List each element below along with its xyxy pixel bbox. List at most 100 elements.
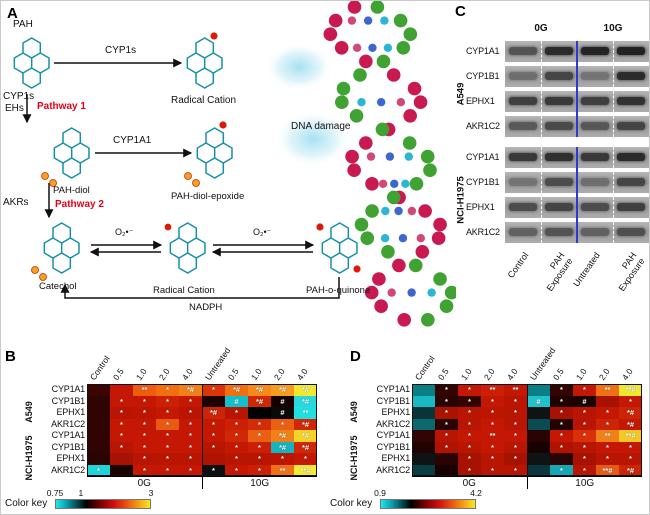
nadph-label: NADPH — [189, 302, 223, 313]
heatmap-gene-label: CYP1A1 — [51, 430, 86, 440]
blot-gene-label: EPHX1 — [466, 202, 495, 212]
superoxide-right-label: O₂•⁻ — [253, 227, 272, 237]
heatmap-cell: # — [225, 395, 248, 407]
heatmap-cell: * — [619, 441, 642, 453]
heatmap-column-label: 4.0 — [179, 366, 195, 382]
heatmap-column-label: 4.0 — [294, 366, 310, 382]
protein-band — [509, 178, 537, 186]
heatmap-cell: * — [225, 441, 248, 453]
blot-gene-label: CYP1A1 — [466, 46, 500, 56]
heatmap-cell — [87, 430, 110, 442]
color-key-ticks: 0.75 1 3 — [47, 488, 154, 498]
heatmap-cell: *# — [619, 464, 642, 476]
gravity-group-label: 10G — [201, 477, 318, 489]
heatmap-gene-label: AKR1C2 — [376, 464, 410, 475]
heatmap-cell: * — [619, 395, 642, 407]
cyp1s-left-label: CYP1s — [3, 91, 35, 102]
heatmap-cell: * — [504, 441, 527, 453]
heatmap-cell: * — [504, 395, 527, 407]
lane-separator-dashed — [541, 66, 542, 87]
protein-band — [581, 97, 609, 105]
heatmap-cell: * — [225, 464, 248, 476]
heatmap-cell: * — [225, 418, 248, 430]
heatmap-cell: * — [435, 418, 458, 430]
lane-label: PAH Exposure — [544, 250, 575, 293]
heatmap-cell: * — [110, 430, 133, 442]
panel-b-heatmap: B Color key 0.75 1 3 Control 0.5 1.0 2.0 4.0 Un… — [1, 336, 326, 514]
color-key-tick: 3 — [148, 488, 154, 498]
blot-gene-label: AKR1C2 — [466, 227, 500, 237]
heatmap-column-label: 0.5 — [225, 366, 241, 382]
heatmap-cell: ** — [481, 430, 504, 442]
lane-separator-dashed — [541, 116, 542, 137]
color-key-tick: 0.9 — [374, 488, 386, 498]
dna-damage-label: DNA damage — [291, 121, 351, 132]
heatmap-cell: * — [619, 453, 642, 465]
heatmap-cell: * — [550, 464, 573, 476]
heatmap-cell: * — [133, 441, 156, 453]
heatmap-cell: * — [133, 418, 156, 430]
heatmap-cell: * — [225, 407, 248, 419]
protein-band — [545, 178, 573, 186]
color-key-d: Color key 0.9 4.2 — [330, 488, 550, 514]
heatmap-cell: **# — [619, 430, 642, 442]
heatmap-cell — [412, 441, 435, 453]
heatmap-cell — [248, 407, 271, 419]
hydroxyl-dot — [49, 179, 57, 187]
protein-band — [545, 72, 573, 80]
protein-band — [617, 97, 645, 105]
lane-separator-dashed — [613, 222, 614, 243]
heatmap-cell: * — [458, 441, 481, 453]
heatmap-group-divider — [527, 384, 528, 476]
heatmap-cell: * — [110, 418, 133, 430]
heatmap-cell: ** — [481, 384, 504, 396]
heatmap-column-label: Control — [87, 353, 112, 382]
hydroxyl-dot — [39, 273, 47, 281]
heatmap-cell — [202, 453, 225, 465]
heatmap-cell: * — [458, 395, 481, 407]
protein-band — [509, 97, 537, 105]
heatmap-cell: * — [550, 430, 573, 442]
heatmap-cell — [87, 395, 110, 407]
heatmap-cell: * — [481, 453, 504, 465]
group-label-row: 0G 10G — [412, 476, 642, 489]
heatmap-cell — [596, 395, 619, 407]
protein-band — [617, 178, 645, 186]
heatmap-cell: * — [225, 453, 248, 465]
heatmap-cell — [550, 453, 573, 465]
heatmap-cell: *# — [619, 418, 642, 430]
heatmap-cell: * — [550, 418, 573, 430]
protein-band — [545, 47, 573, 55]
heatmap-cell: * — [133, 407, 156, 419]
heatmap-cell: ** — [504, 384, 527, 396]
protein-band — [581, 153, 609, 161]
heatmap-column-label: 0.5 — [110, 366, 126, 382]
heatmap-gene-label: EPHX1 — [381, 407, 410, 417]
heatmap-cell — [527, 464, 550, 476]
panel-b-label: B — [5, 348, 16, 365]
protein-band — [581, 72, 609, 80]
functional-group-dots — [31, 32, 361, 281]
protein-band — [617, 203, 645, 211]
lane-separator-dashed — [613, 116, 614, 137]
protein-band — [509, 228, 537, 236]
heatmap-cell: * — [481, 407, 504, 419]
heatmap-cell: * — [435, 384, 458, 396]
heatmap-cell — [435, 464, 458, 476]
lane-separator-dashed — [613, 172, 614, 193]
heatmap-cell — [527, 453, 550, 465]
lane-separator-dashed — [541, 147, 542, 168]
heatmap-column-label: 1.0 — [133, 366, 149, 382]
gravity-group-label: 0G — [462, 478, 476, 489]
heatmap-cell — [412, 407, 435, 419]
heatmap-cell: * — [458, 464, 481, 476]
dna-helix-illustration — [323, 1, 456, 327]
radical-dot — [210, 32, 218, 40]
heatmap-cell: * — [179, 464, 202, 476]
protein-band — [545, 203, 573, 211]
panel-d-heatmap: D Color key 0.9 4.2 Control 0.5 1.0 2.0 4.0 Un… — [326, 336, 649, 514]
heatmap-cell: * — [573, 418, 596, 430]
gravity-group-label: 0G — [534, 23, 548, 34]
heatmap-gene-label: AKR1C2 — [51, 418, 85, 429]
heatmap-cell — [87, 418, 110, 430]
